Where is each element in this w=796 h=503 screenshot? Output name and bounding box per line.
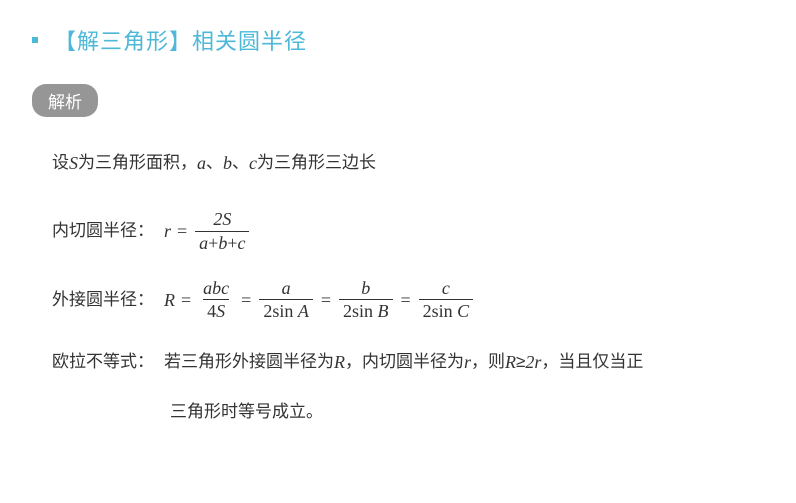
euler-line-1: 欧拉不等式： 若三角形外接圆半径为 R ，内切圆半径为 r ，则 R≥2r ，当… xyxy=(52,346,764,378)
title-bullet xyxy=(32,37,38,43)
den-plus2: + xyxy=(227,233,237,253)
title-row: 【解三角形】相关圆半径 xyxy=(32,24,764,56)
var-b: b xyxy=(223,147,232,179)
den-plus1: + xyxy=(208,233,218,253)
inradius-num: 2S xyxy=(209,209,235,231)
circum-frac-1: abc 4S xyxy=(199,278,233,322)
den-c: c xyxy=(237,233,245,253)
content-body: 设 S 为三角形面积， a 、 b 、 c 为三角形三边长 内切圆半径： r =… xyxy=(32,147,764,427)
f3-den-var: B xyxy=(378,301,389,321)
f3-den: 2sin B xyxy=(339,299,393,322)
f1-num: abc xyxy=(199,278,233,300)
intro-suffix: 为三角形三边长 xyxy=(257,148,376,179)
ineq-R: R xyxy=(505,346,516,378)
intro-prefix: 设 xyxy=(52,148,69,179)
eq-3: = xyxy=(321,284,331,316)
f2-den-sin: sin xyxy=(272,301,293,321)
circum-frac-3: b 2sin B xyxy=(339,278,393,322)
inradius-label: 内切圆半径： xyxy=(52,216,154,247)
f1-den-var: S xyxy=(216,301,225,321)
inradius-den: a+b+c xyxy=(195,231,249,254)
f3-num: b xyxy=(357,278,374,300)
eq-4: = xyxy=(401,284,411,316)
euler-part3: ，则 xyxy=(471,347,505,378)
f1-den-coef: 4 xyxy=(207,301,216,321)
var-S: S xyxy=(69,147,78,179)
euler-part2: ，内切圆半径为 xyxy=(345,347,464,378)
euler-label: 欧拉不等式： xyxy=(52,347,154,378)
var-c: c xyxy=(249,147,257,179)
euler-part4: ，当且仅当正 xyxy=(541,347,643,378)
circum-frac-2: a 2sin A xyxy=(259,278,313,322)
circum-lhs: R xyxy=(164,284,175,316)
f4-den-coef: 2 xyxy=(423,301,432,321)
f3-den-sin: sin xyxy=(352,301,373,321)
intro-mid1: 为三角形面积， xyxy=(78,148,197,179)
page-title: 【解三角形】相关圆半径 xyxy=(54,24,307,56)
inradius-lhs: r xyxy=(164,215,171,247)
eq-1: = xyxy=(181,284,191,316)
inradius-fraction: 2S a+b+c xyxy=(195,209,249,253)
f4-num: c xyxy=(438,278,454,300)
euler-part1: 若三角形外接圆半径为 xyxy=(164,347,334,378)
den-b: b xyxy=(218,233,227,253)
f2-num: a xyxy=(278,278,295,300)
f2-den-coef: 2 xyxy=(263,301,272,321)
circum-label: 外接圆半径： xyxy=(52,285,154,316)
inradius-line: 内切圆半径： r = 2S a+b+c xyxy=(52,209,764,253)
euler-line2-text: 三角形时等号成立。 xyxy=(170,397,323,428)
circum-frac-4: c 2sin C xyxy=(419,278,474,322)
ineq-2r: 2r xyxy=(525,346,541,378)
euler-R: R xyxy=(334,346,345,378)
f4-den-var: C xyxy=(457,301,469,321)
f2-den-var: A xyxy=(298,301,309,321)
analysis-badge: 解析 xyxy=(32,84,98,117)
sep-1: 、 xyxy=(206,148,223,179)
f4-den: 2sin C xyxy=(419,299,474,322)
f3-den-coef: 2 xyxy=(343,301,352,321)
var-a: a xyxy=(197,147,206,179)
eq-sign: = xyxy=(177,215,187,247)
f1-den: 4S xyxy=(203,299,229,322)
sep-2: 、 xyxy=(232,148,249,179)
circum-line: 外接圆半径： R = abc 4S = a 2sin A = b 2sin B … xyxy=(52,278,764,322)
f4-den-sin: sin xyxy=(432,301,453,321)
eq-2: = xyxy=(241,284,251,316)
f2-den: 2sin A xyxy=(259,299,313,322)
euler-line-2: 三角形时等号成立。 xyxy=(52,397,764,428)
intro-line: 设 S 为三角形面积， a 、 b 、 c 为三角形三边长 xyxy=(52,147,764,179)
den-a: a xyxy=(199,233,208,253)
ineq-sym: ≥ xyxy=(516,347,525,378)
euler-r: r xyxy=(464,346,471,378)
